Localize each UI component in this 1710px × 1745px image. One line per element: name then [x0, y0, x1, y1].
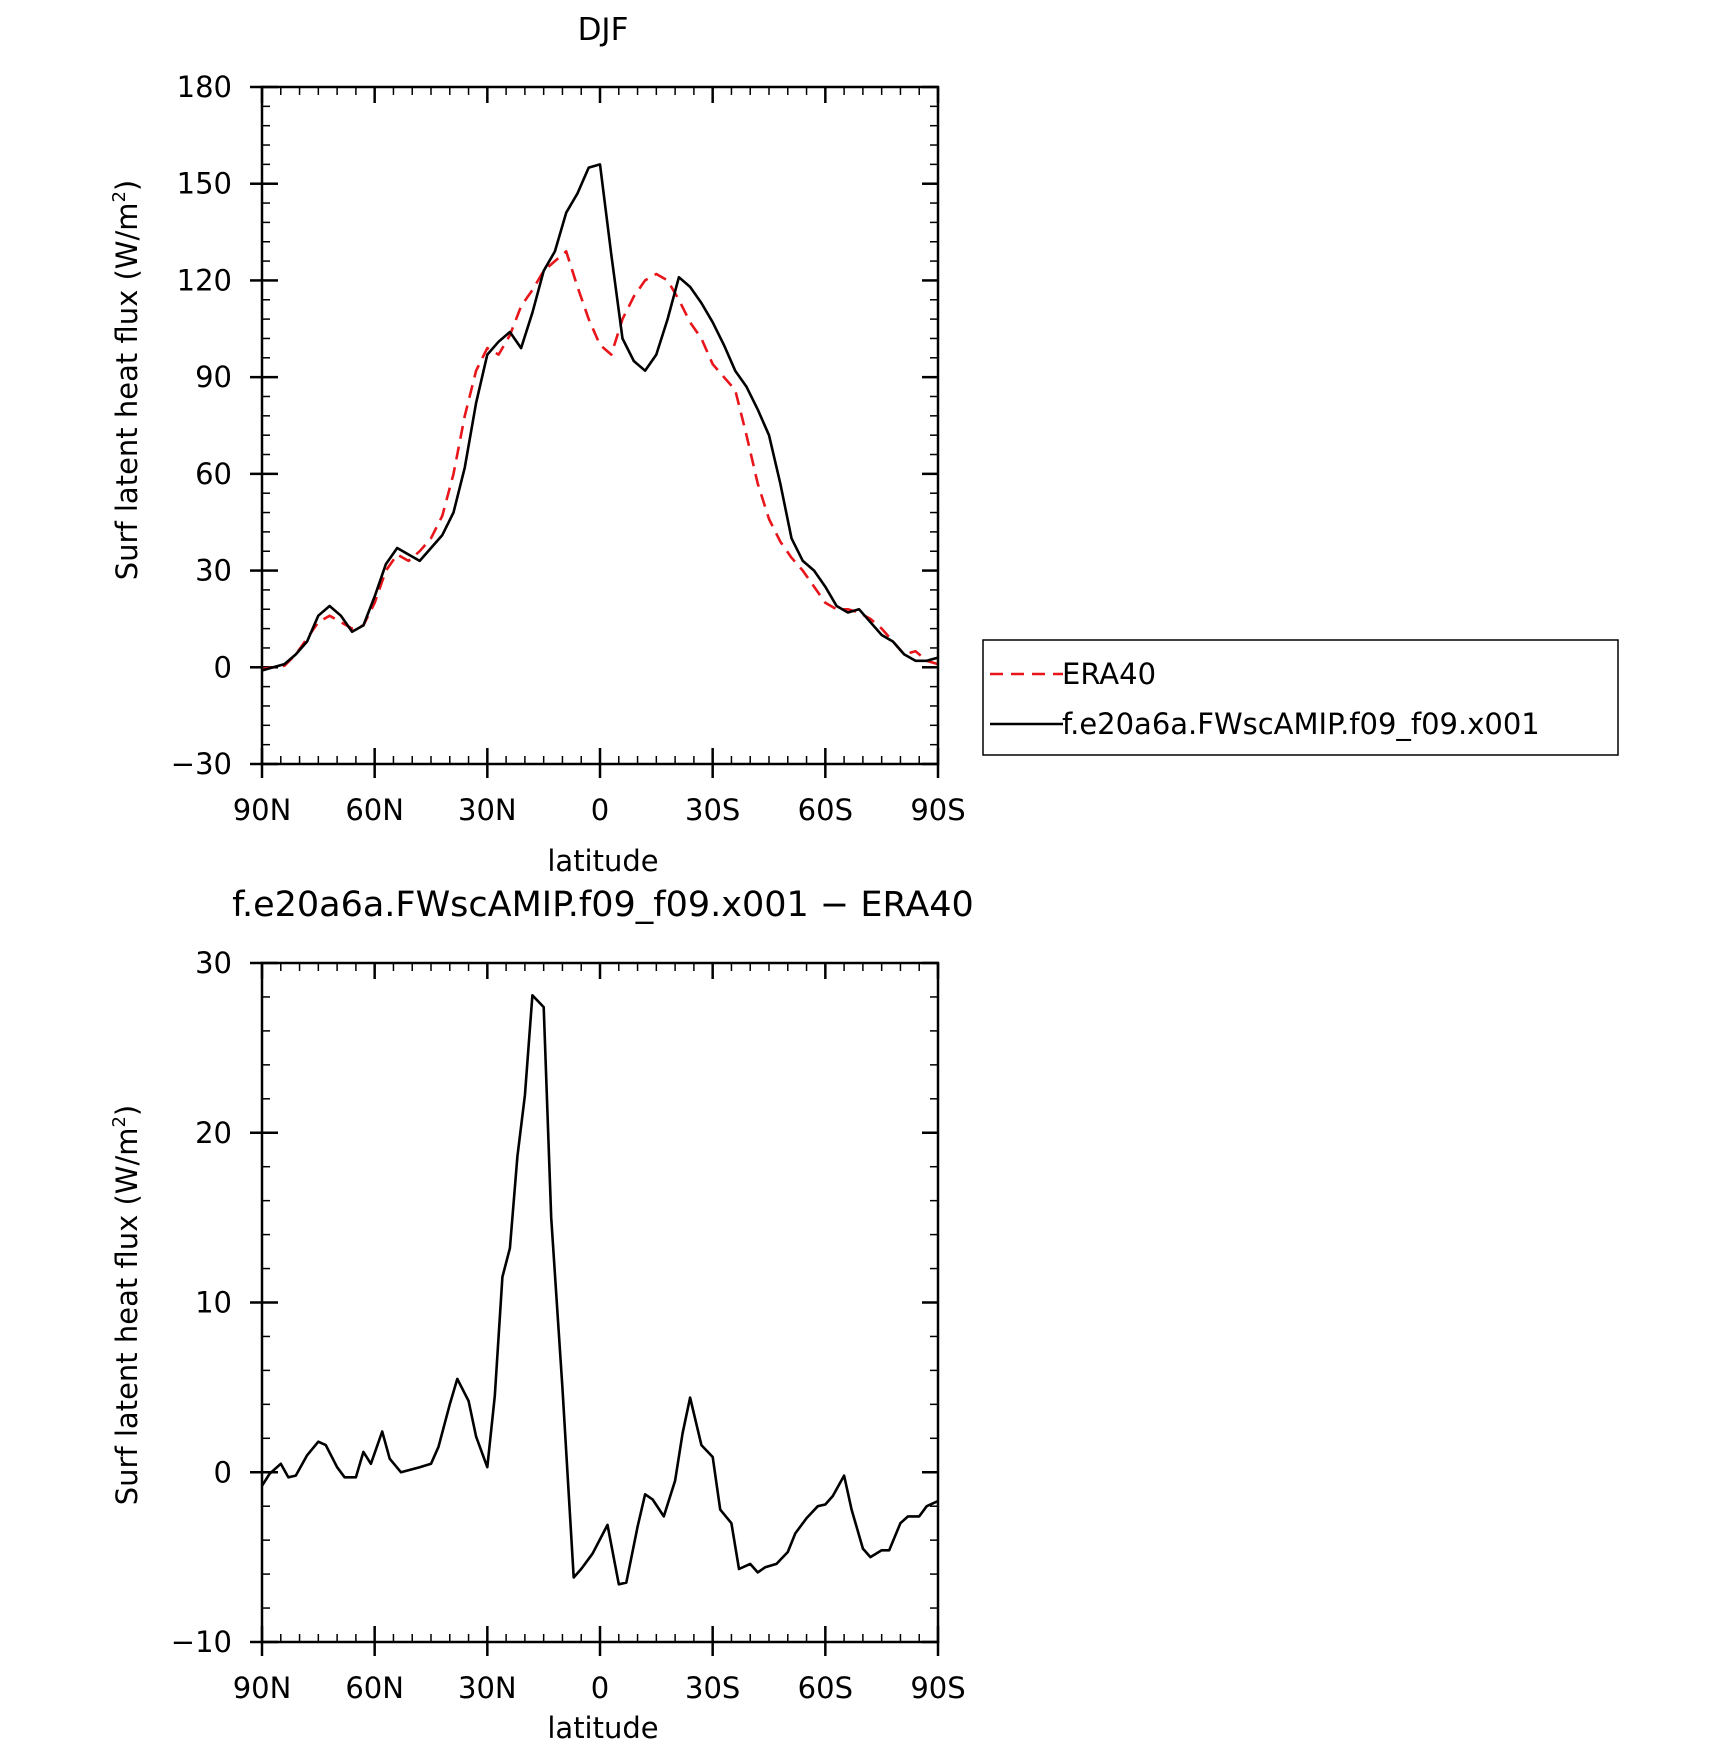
top-panel-ticks: −30 0 30 60 90 120 150 180 90N 60N 30N 0 30S 60S 90S — [171, 70, 966, 827]
legend-label-era40: ERA40 — [1062, 657, 1156, 691]
bottom-panel-ticks: −10 0 10 20 30 90N 60N 30N 0 30S 60S 90S — [171, 946, 966, 1705]
top-panel-xtick-label: 0 — [591, 793, 609, 827]
top-panel-title: DJF — [578, 12, 629, 48]
top-panel-ytick-label: 30 — [195, 554, 232, 588]
top-panel-xtick-label: 30N — [458, 793, 517, 827]
top-panel-xtick-label: 60S — [798, 793, 853, 827]
legend: ERA40 f.e20a6a.FWscAMIP.f09_f09.x001 — [982, 639, 1619, 756]
top-panel-ytick-label: 150 — [177, 167, 232, 201]
top-panel-series-line-1 — [261, 163, 939, 672]
top-panel-frame — [260, 85, 940, 766]
top-panel-ytick-label: 180 — [177, 70, 232, 104]
bottom-panel: f.e20a6a.FWscAMIP.f09_f09.x001 − ERA40 S… — [109, 885, 974, 1745]
top-panel-ytick-label: 60 — [195, 457, 232, 491]
top-panel-xtick-label: 90S — [910, 793, 965, 827]
top-panel-xlabel: latitude — [547, 844, 658, 878]
bottom-panel-xlabel: latitude — [547, 1711, 658, 1745]
bottom-panel-frame — [260, 961, 940, 1644]
top-panel: DJF Surf latent heat flux (W/m2) latitud… — [109, 12, 966, 878]
top-panel-xtick-label: 60N — [345, 793, 404, 827]
bottom-panel-xtick-label: 60N — [345, 1671, 404, 1705]
bottom-panel-ytick-label: 20 — [195, 1116, 232, 1150]
bottom-panel-series — [260, 993, 939, 1586]
top-panel-xtick-label: 30S — [685, 793, 740, 827]
bottom-panel-xtick-label: 30S — [685, 1671, 740, 1705]
bottom-panel-xtick-label: 60S — [798, 1671, 853, 1705]
bottom-panel-ytick-label: −10 — [171, 1625, 232, 1659]
bottom-panel-ylabel: Surf latent heat flux (W/m2) — [109, 1105, 144, 1506]
bottom-panel-xtick-label: 90N — [233, 1671, 292, 1705]
top-panel-ylabel: Surf latent heat flux (W/m2) — [109, 180, 144, 581]
top-panel-ytick-label: 0 — [214, 650, 232, 684]
top-panel-ytick-label: −30 — [171, 747, 232, 781]
bottom-panel-series-line-0 — [260, 993, 939, 1586]
top-panel-ytick-label: 120 — [177, 263, 232, 297]
bottom-panel-xtick-label: 30N — [458, 1671, 517, 1705]
top-panel-series — [261, 163, 939, 672]
bottom-panel-ytick-label: 30 — [195, 946, 232, 980]
legend-label-model: f.e20a6a.FWscAMIP.f09_f09.x001 — [1062, 707, 1540, 741]
bottom-panel-ytick-label: 0 — [214, 1455, 232, 1489]
legend-box — [982, 639, 1619, 756]
top-panel-ytick-label: 90 — [195, 360, 232, 394]
bottom-panel-ytick-label: 10 — [195, 1286, 232, 1320]
bottom-panel-xtick-label: 0 — [591, 1671, 609, 1705]
top-panel-xtick-label: 90N — [233, 793, 292, 827]
bottom-panel-xtick-label: 90S — [910, 1671, 965, 1705]
bottom-panel-title: f.e20a6a.FWscAMIP.f09_f09.x001 − ERA40 — [232, 885, 974, 925]
top-panel-series-line-0 — [261, 250, 939, 671]
